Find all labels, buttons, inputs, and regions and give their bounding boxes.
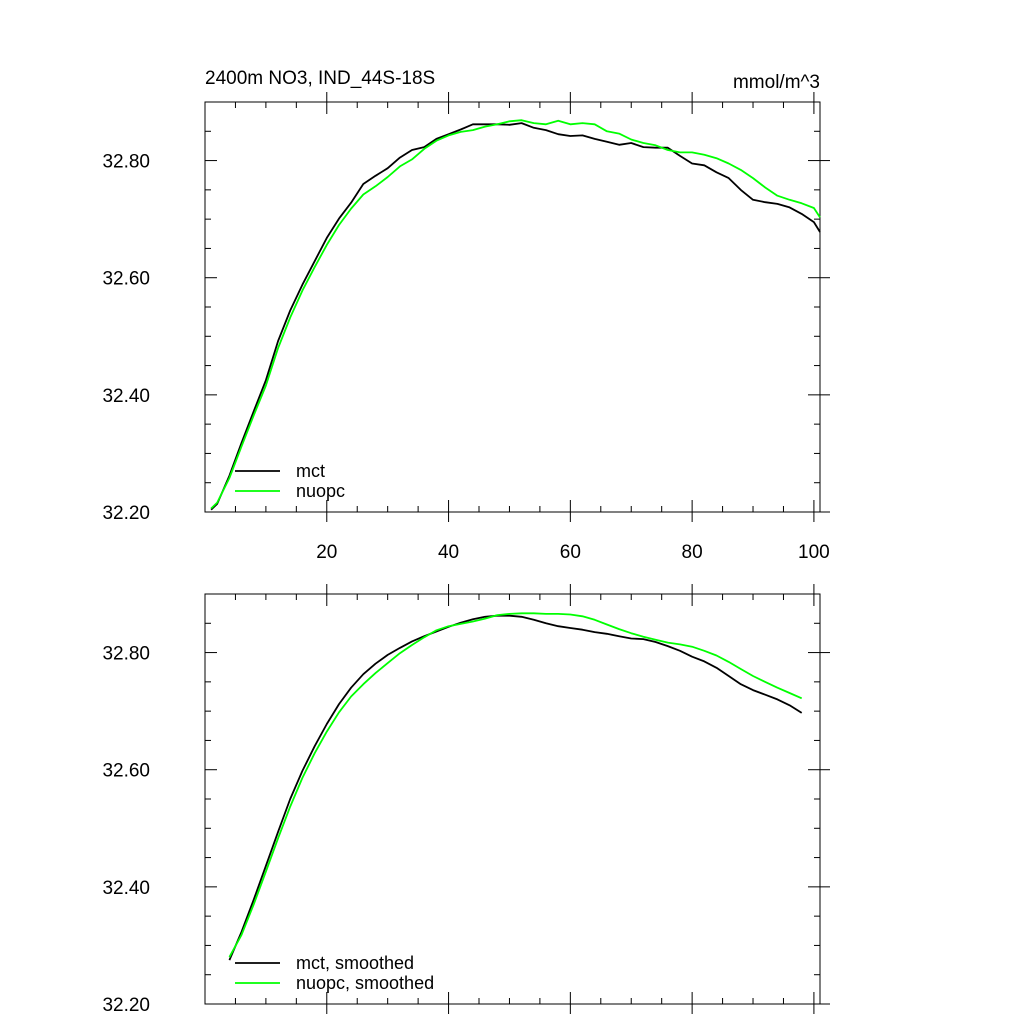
- y-tick-label: 32.40: [102, 878, 150, 899]
- x-tick-label: 20: [316, 542, 337, 563]
- y-tick-label: 32.40: [102, 386, 150, 407]
- chart-title: 2400m NO3, IND_44S-18S: [205, 68, 435, 89]
- plot-frame: [204, 593, 821, 1005]
- top-panel: 20 40 60 80 100 32.20 32.40 32.60 32.80 2400m NO3…: [102, 68, 830, 563]
- x-tick-label: 80: [682, 542, 703, 563]
- y-tick-label: 32.60: [102, 269, 150, 290]
- legend-label: mct, smoothed: [296, 953, 414, 973]
- y-tick-label: 32.20: [102, 503, 150, 524]
- legend-label: nuopc, smoothed: [296, 973, 434, 993]
- x-tick-label: 60: [560, 542, 581, 563]
- y-tick-label: 32.60: [102, 761, 150, 782]
- legend-label: mct: [296, 461, 325, 481]
- y-tick-label: 32.80: [102, 644, 150, 665]
- x-tick-label: 100: [798, 542, 830, 563]
- bottom-panel: 32.20 32.40 32.60 32.80 mct, smoothednuopc, …: [102, 584, 830, 1016]
- y-tick-label: 32.20: [102, 995, 150, 1016]
- units-label: mmol/m^3: [733, 72, 820, 93]
- series-line-1: [228, 612, 803, 958]
- y-tick-label: 32.80: [102, 152, 150, 173]
- series-line-0: [228, 614, 803, 961]
- legend-label: nuopc: [296, 481, 345, 501]
- x-tick-label: 40: [438, 542, 459, 563]
- series-line-1: [210, 119, 821, 510]
- series-line-0: [210, 122, 821, 511]
